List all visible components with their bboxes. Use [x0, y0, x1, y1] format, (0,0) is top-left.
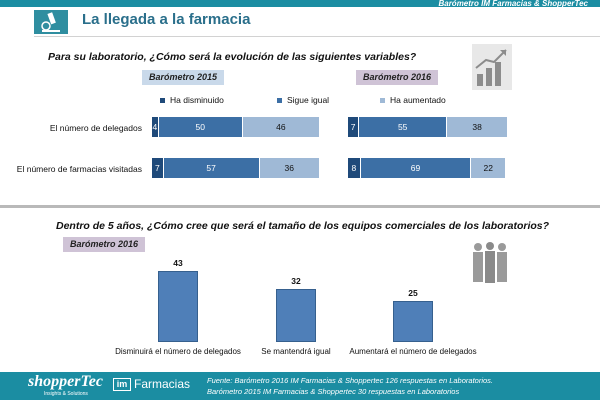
legend-item-ha-disminuido: Ha disminuido [160, 95, 224, 105]
legend-swatch [380, 98, 385, 104]
seg-ha-aumentado: 36 [259, 158, 320, 178]
bar-value-label: 43 [173, 258, 183, 268]
seg-sigue-igual: 57 [163, 158, 260, 178]
bar-value-label: 25 [408, 287, 418, 298]
title-divider [34, 36, 600, 37]
category-label: Aumentará el número de delegados [349, 347, 477, 356]
page-title: La llegada a la farmacia [82, 11, 251, 28]
legend-swatch [160, 98, 165, 104]
seg-sigue-igual: 50 [158, 117, 243, 137]
bar [393, 300, 433, 342]
tag-barometro-2016-b: Barómetro 2016 [63, 237, 145, 252]
bar [276, 289, 316, 342]
row-label-delegados: El número de delegados [49, 123, 142, 133]
category-label: Se mantendrá igual [261, 347, 331, 356]
im-farmacias-logo: Farmacias [134, 377, 191, 391]
section-separator [0, 205, 600, 208]
source-line-2: Barómetro 2015 IM Farmacias & Shoppertec… [207, 387, 460, 396]
seg-ha-aumentado: 22 [471, 158, 507, 178]
category-label: Disminuirá el número de delegados [115, 347, 241, 356]
im-logo-box: im [113, 378, 131, 391]
microscope-icon [34, 10, 68, 34]
row-label-farmacias: El número de farmacias visitadas [16, 164, 142, 174]
question-1: Para su laboratorio, ¿Cómo será la evolu… [48, 51, 417, 63]
seg-ha-disminuido: 7 [152, 158, 164, 178]
seg-ha-disminuido: 4 [152, 117, 159, 137]
legend-item-sigue-igual: Sigue igual [277, 95, 329, 105]
seg-ha-aumentado: 38 [447, 117, 508, 137]
bar [158, 271, 198, 342]
seg-sigue-igual: 69 [360, 158, 472, 178]
top-banner [0, 0, 600, 7]
bar-value-label: 32 [291, 276, 301, 287]
source-line-1: Fuente: Barómetro 2016 IM Farmacias & Sh… [207, 376, 493, 385]
shoppertec-logo: shopperTec [28, 373, 103, 390]
growth-chart-icon [472, 44, 512, 90]
tag-barometro-2015: Barómetro 2015 [142, 70, 224, 85]
footer-bar [0, 372, 600, 400]
legend-item-ha-aumentado: Ha aumentado [380, 95, 446, 105]
legend-label: Ha aumentado [390, 95, 446, 105]
legend-label: Sigue igual [287, 95, 330, 105]
seg-ha-disminuido: 8 [348, 158, 361, 178]
shoppertec-tagline: Insights & Solutions [44, 391, 88, 397]
question-2: Dentro de 5 años, ¿Cómo cree que será el… [56, 220, 550, 232]
tag-barometro-2016: Barómetro 2016 [356, 70, 438, 85]
legend-swatch [277, 98, 282, 104]
people-group-icon [470, 240, 510, 286]
banner-text: Barómetro IM Farmacias & ShopperTec [438, 0, 588, 8]
legend-label: Ha disminuido [170, 95, 224, 105]
seg-ha-aumentado: 46 [242, 117, 320, 137]
seg-ha-disminuido: 7 [348, 117, 360, 137]
seg-sigue-igual: 55 [359, 117, 448, 137]
